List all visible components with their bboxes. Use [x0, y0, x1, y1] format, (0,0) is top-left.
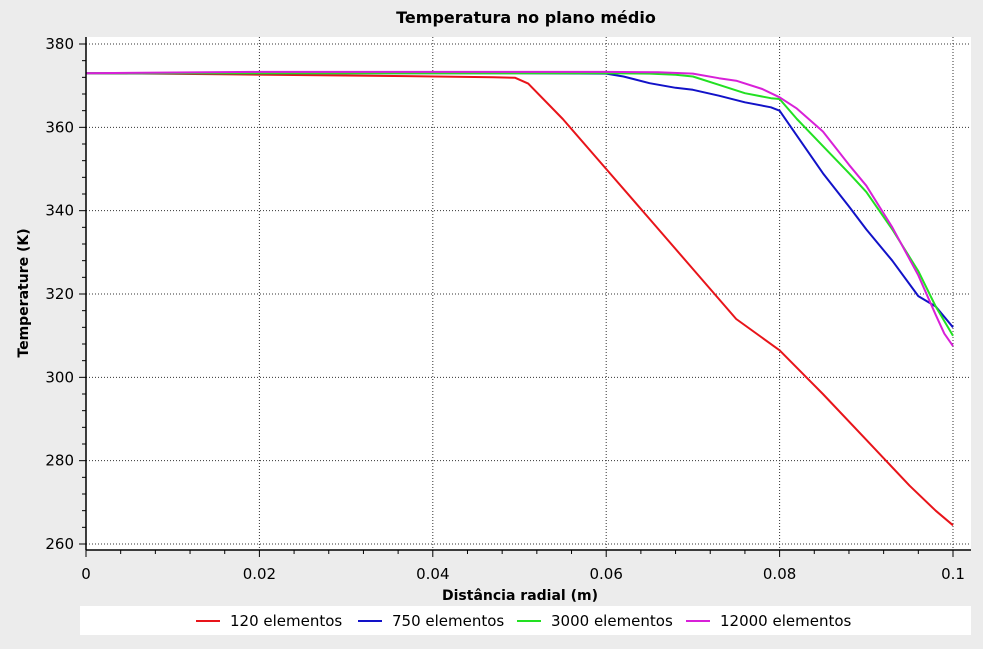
y-tick-label: 360 [45, 118, 74, 136]
y-axis-label: Temperature (K) [16, 228, 32, 357]
legend-label-4: 12000 elementos [720, 612, 852, 630]
y-tick-label: 320 [45, 285, 74, 303]
y-tick-label: 380 [45, 35, 74, 53]
y-tick-label: 300 [45, 368, 74, 386]
legend-label-1: 120 elementos [230, 612, 342, 630]
series-layer [85, 70, 954, 527]
series-line-4 [85, 70, 954, 347]
series-line-3 [86, 72, 954, 337]
x-tick-label: 0.08 [763, 565, 796, 583]
x-axis-label: Distância radial (m) [442, 588, 598, 604]
x-tick-label: 0.1 [941, 565, 965, 583]
x-tick-label: 0.06 [589, 565, 622, 583]
axes-layer [79, 37, 971, 557]
x-tick-label: 0.02 [243, 565, 276, 583]
x-tick-label: 0.04 [416, 565, 449, 583]
grid-layer [86, 37, 971, 550]
tick-label-layer: 260 280 300 320 340 360 380 0 0.02 0.04 0.06 0.08 0.… [45, 35, 965, 583]
y-tick-label: 280 [45, 452, 74, 470]
y-tick-label: 340 [45, 202, 74, 220]
legend-label-2: 750 elementos [392, 612, 504, 630]
series-line-1 [85, 72, 954, 527]
x-tick-label: 0 [81, 565, 91, 583]
chart-title: Temperatura no plano médio [396, 8, 656, 27]
legend: 120 elementos 750 elementos 3000 elementos… [196, 612, 852, 630]
y-tick-label: 260 [45, 535, 74, 553]
legend-label-3: 3000 elementos [551, 612, 673, 630]
